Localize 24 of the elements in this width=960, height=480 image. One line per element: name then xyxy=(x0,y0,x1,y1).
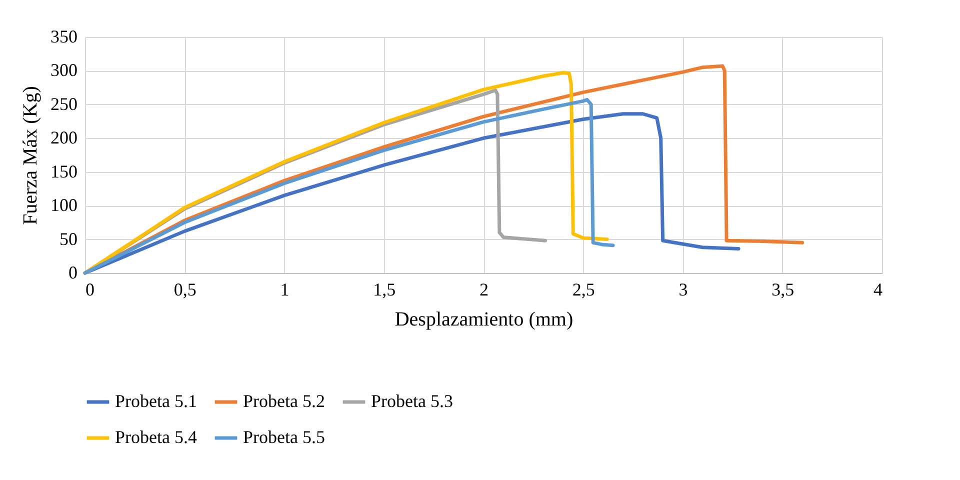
x-tick-label: 1,5 xyxy=(373,280,396,300)
x-tick-label: 0,5 xyxy=(174,280,196,300)
legend-label: Probeta 5.2 xyxy=(243,391,325,411)
y-tick-label: 300 xyxy=(50,60,78,80)
x-tick-label: 3,5 xyxy=(772,280,794,300)
x-tick-label: 3 xyxy=(678,280,688,300)
legend-label: Probeta 5.3 xyxy=(371,391,453,411)
y-tick-label: 150 xyxy=(50,161,78,182)
y-tick-label: 350 xyxy=(50,26,78,46)
y-tick-label: 50 xyxy=(60,228,78,249)
x-tick-label: 1 xyxy=(280,280,290,300)
legend-label: Probeta 5.5 xyxy=(243,427,325,447)
y-axis-title: Fuerza Máx (Kg) xyxy=(20,86,42,225)
legend-label: Probeta 5.4 xyxy=(115,427,197,447)
y-tick-label: 0 xyxy=(68,262,78,282)
x-tick-label: 4 xyxy=(874,280,882,300)
y-tick-label: 250 xyxy=(50,94,78,114)
legend-label: Probeta 5.1 xyxy=(115,391,197,411)
x-tick-label: 2 xyxy=(480,280,488,300)
x-axis-title: Desplazamiento (mm) xyxy=(394,308,574,330)
y-tick-label: 200 xyxy=(50,128,78,148)
x-tick-label: 0 xyxy=(86,280,94,300)
y-tick-label: 100 xyxy=(50,195,78,216)
x-tick-label: 2,5 xyxy=(572,280,595,300)
